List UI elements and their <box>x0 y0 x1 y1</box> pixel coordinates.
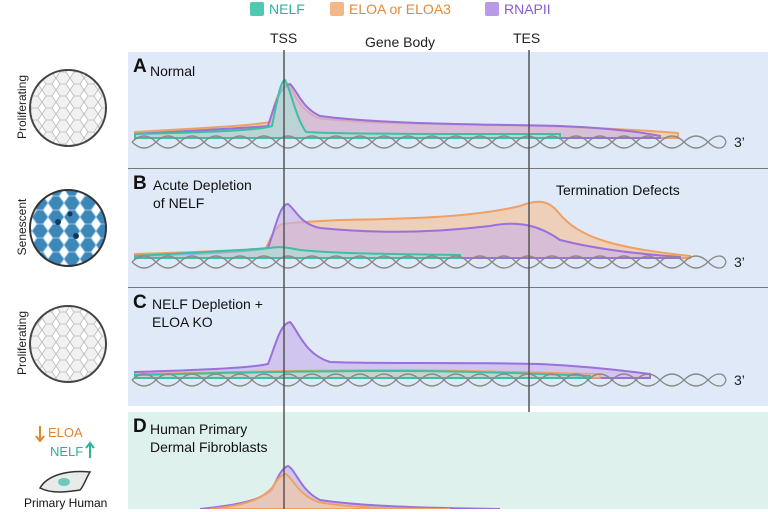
dna-helix-b <box>131 255 727 269</box>
cell-senescent-b <box>29 189 107 267</box>
panel-a-curves <box>134 78 679 139</box>
three-prime-label-c: 3’ <box>734 372 745 388</box>
legend-label-nelf: NELF <box>269 1 305 17</box>
panel-a-letter: A <box>133 56 147 77</box>
nelf-label: NELF <box>50 444 84 459</box>
nelf-up-arrow-icon <box>85 441 95 458</box>
side-label-c: Proliferating <box>15 310 29 376</box>
side-label-b: Senescent <box>15 198 29 256</box>
panel-a-text: Normal <box>150 63 196 79</box>
panel-d <box>128 412 768 509</box>
legend-swatch-eloa <box>330 2 344 16</box>
dna-helix-c <box>131 373 727 387</box>
tss-label: TSS <box>270 30 298 46</box>
side-label-a: Proliferating <box>15 74 29 140</box>
legend-eloa: ELOA or ELOA3 <box>330 1 451 17</box>
gene-body-label: Gene Body <box>365 34 436 50</box>
termination-defects-label: Termination Defects <box>556 182 680 198</box>
panel-c <box>128 288 768 406</box>
primary-human-label: Primary Human <box>24 496 108 510</box>
legend-label-eloa: ELOA or ELOA3 <box>349 1 451 17</box>
three-prime-label-a: 3’ <box>734 134 745 150</box>
panel-c-text: NELF Depletion + ELOA KO <box>152 296 263 330</box>
tes-label: TES <box>513 30 541 46</box>
eloa-label: ELOA <box>48 425 83 440</box>
panel-d-letter: D <box>133 416 147 437</box>
legend-label-rnapii: RNAPII <box>504 1 551 17</box>
panel-b-curves <box>134 200 691 259</box>
legend-nelf: NELF <box>250 1 305 17</box>
legend-swatch-nelf <box>250 2 264 16</box>
three-prime-label-b: 3’ <box>734 254 745 270</box>
panel-c-letter: C <box>133 292 147 313</box>
fibroblast-cell <box>38 470 92 493</box>
eloa-down-arrow-icon <box>35 426 45 443</box>
panel-a <box>128 52 768 168</box>
cell-proliferating-c <box>29 305 107 383</box>
legend-rnapii: RNAPII <box>485 1 551 17</box>
panel-d-text: Human Primary Dermal Fibroblasts <box>150 421 268 455</box>
legend: NELF ELOA or ELOA3 RNAPII <box>0 0 768 22</box>
dna-helix-a <box>131 135 727 149</box>
cell-proliferating-a <box>29 69 107 147</box>
panel-b-text: Acute Depletion of NELF <box>153 177 252 211</box>
panel-b-letter: B <box>133 173 147 194</box>
panel-d-curves <box>199 464 501 509</box>
legend-swatch-rnapii <box>485 2 499 16</box>
